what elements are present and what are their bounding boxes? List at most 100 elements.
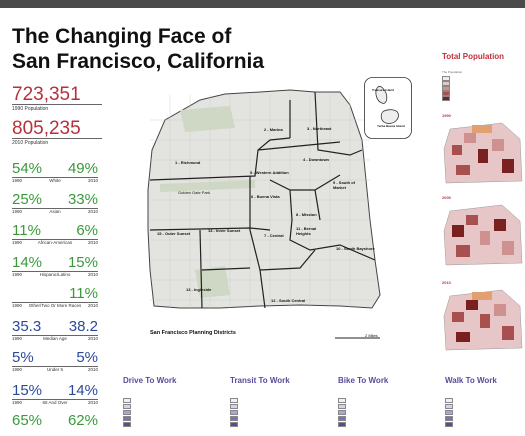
stat-pair: 15% 14% 1990 65 And Over 2010 xyxy=(12,382,98,406)
top-bar xyxy=(0,0,525,8)
stat-value-1990: 15% xyxy=(12,382,43,399)
inset-label-treasure-island: Treasure Island xyxy=(372,88,395,92)
population-2010-label: 2010 Population xyxy=(12,138,102,146)
stat-value-2010: 38.2 xyxy=(68,318,98,335)
stat-pair: 11% 6% 1990 African-American 2010 xyxy=(12,222,98,246)
stat-value-1990: 54% xyxy=(12,160,43,177)
population-2010-value: 805,235 xyxy=(12,118,81,139)
stat-label: White xyxy=(49,178,61,183)
district-label-south-central: 12 - South Central xyxy=(271,298,306,303)
map-thumb-2010: 2010 xyxy=(442,280,525,352)
scale-label: 2 Miles xyxy=(365,333,378,338)
stat-value-1990: 65% xyxy=(12,412,43,429)
stat-year-2010: 2010 xyxy=(87,240,98,245)
year-label-1990: 1990 xyxy=(442,113,451,118)
section-title-walk-to-work: Walk To Work xyxy=(445,376,497,385)
stat-divider xyxy=(12,239,98,240)
section-title-transit-to-work: Transit To Work xyxy=(230,376,290,385)
district-label-mission: 8 - Mission xyxy=(296,212,317,217)
bike-legend xyxy=(338,392,408,428)
stat-pair: 11% 1990 Other/Two Or More Races 2010 xyxy=(12,285,98,309)
stat-divider xyxy=(12,271,98,272)
stat-value-2010: 11% xyxy=(69,285,98,302)
district-label-western-addition: 5 - Western Addition xyxy=(250,170,289,175)
total-population-panel: The Population xyxy=(442,64,525,364)
stat-year-2010: 2010 xyxy=(87,209,98,214)
stat-label: Under 5 xyxy=(46,367,63,372)
stat-value-1990: 5% xyxy=(12,349,34,366)
stat-year-1990: 1990 xyxy=(12,367,23,372)
stat-year-2010: 2010 xyxy=(87,303,98,308)
district-label-northeast: 3 - Northeast xyxy=(307,126,332,131)
stat-pair: 65% 62% xyxy=(12,412,98,436)
park-label: Golden Gate Park xyxy=(178,190,211,195)
district-label-buena-vista: 6 - Buena Vista xyxy=(251,194,280,199)
stat-pair: 5% 5% 1990 Under 5 2010 xyxy=(12,349,98,373)
total-population-title: Total Population xyxy=(442,52,505,61)
stat-year-2010: 2010 xyxy=(87,367,98,372)
page-title: The Changing Face of San Francisco, Cali… xyxy=(12,25,265,73)
stat-pair: 14% 15% 1990 Hispanic/Latino 2010 xyxy=(12,254,98,278)
district-label-central: 7 - Central xyxy=(264,233,284,238)
planning-districts-map xyxy=(147,89,381,339)
population-1990-value: 723,351 xyxy=(12,84,81,105)
stat-value-2010: 62% xyxy=(67,412,98,429)
stat-value-1990: 35.3 xyxy=(12,318,42,335)
walk-legend xyxy=(445,392,515,428)
district-label-marina: 2 - Marina xyxy=(264,127,283,132)
stat-label: Asian xyxy=(49,209,61,214)
section-title-drive-to-work: Drive To Work xyxy=(123,376,177,385)
stat-pair: 25% 33% 1990 Asian 2010 xyxy=(12,191,98,215)
stat-value-2010: 14% xyxy=(67,382,98,399)
stat-year-1990: 1990 xyxy=(12,272,23,277)
stat-divider xyxy=(12,366,98,367)
stat-year-2010: 2010 xyxy=(87,272,98,277)
district-label-south-of-market: 9 - South of Market xyxy=(333,180,355,190)
stat-divider xyxy=(12,399,98,400)
district-label-south-bayshore: 10 - South Bayshore xyxy=(336,246,375,251)
district-label-richmond: 1 - Richmond xyxy=(175,160,201,165)
stat-pair: 54% 49% 1990 White 2010 xyxy=(12,160,98,184)
stat-pair: 35.3 38.2 1990 Median Age 2010 xyxy=(12,318,98,342)
stat-year-2010: 2010 xyxy=(87,336,98,341)
stat-divider xyxy=(12,302,98,303)
stat-year-1990: 1990 xyxy=(12,400,23,405)
stat-label: Hispanic/Latino xyxy=(39,272,71,277)
drive-legend xyxy=(123,392,193,428)
stat-value-1990: 11% xyxy=(12,222,41,239)
stat-year-2010: 2010 xyxy=(87,178,98,183)
stat-label: African-American xyxy=(37,240,73,245)
stat-value-2010: 5% xyxy=(76,349,98,366)
stat-value-2010: 33% xyxy=(67,191,98,208)
stat-year-2010: 2010 xyxy=(87,400,98,405)
stat-label: 65 And Over xyxy=(42,400,68,405)
stat-year-1990: 1990 xyxy=(12,336,23,341)
stat-year-1990: 1990 xyxy=(12,178,23,183)
stat-divider xyxy=(12,208,98,209)
district-label-bernal-heights: 11 - Bernal Heights xyxy=(296,226,317,236)
stat-value-2010: 49% xyxy=(67,160,98,177)
map-thumb-2000: 2000 xyxy=(442,195,525,267)
treasure-island-inset xyxy=(364,77,412,139)
stat-year-1990: 1990 xyxy=(12,209,23,214)
district-label-outer-sunset: 15 - Outer Sunset xyxy=(157,231,191,236)
district-label-ingleside: 13 - Ingleside xyxy=(186,287,212,292)
map-caption: San Francisco Planning Districts xyxy=(150,330,236,336)
district-label-downtown: 4 - Downtown xyxy=(303,157,329,162)
year-label-2000: 2000 xyxy=(442,195,451,200)
population-1990-label: 1990 Population xyxy=(12,104,102,112)
stat-label: Other/Two Or More Races xyxy=(28,303,82,308)
stat-year-1990: 1990 xyxy=(12,303,23,308)
transit-legend xyxy=(230,392,300,428)
stat-divider xyxy=(12,335,98,336)
year-label-2010: 2010 xyxy=(442,280,451,285)
section-title-bike-to-work: Bike To Work xyxy=(338,376,389,385)
stat-label: Median Age xyxy=(43,336,67,341)
stat-year-1990: 1990 xyxy=(12,240,23,245)
stat-value-1990: 25% xyxy=(12,191,43,208)
inset-label-yerba-buena: Yerba Buena Island xyxy=(377,124,405,128)
stat-divider xyxy=(12,177,98,178)
map-thumb-1990: 1990 xyxy=(442,113,525,185)
stat-value-1990: 14% xyxy=(12,254,43,271)
district-label-inner-sunset: 14 - Inner Sunset xyxy=(208,228,241,233)
